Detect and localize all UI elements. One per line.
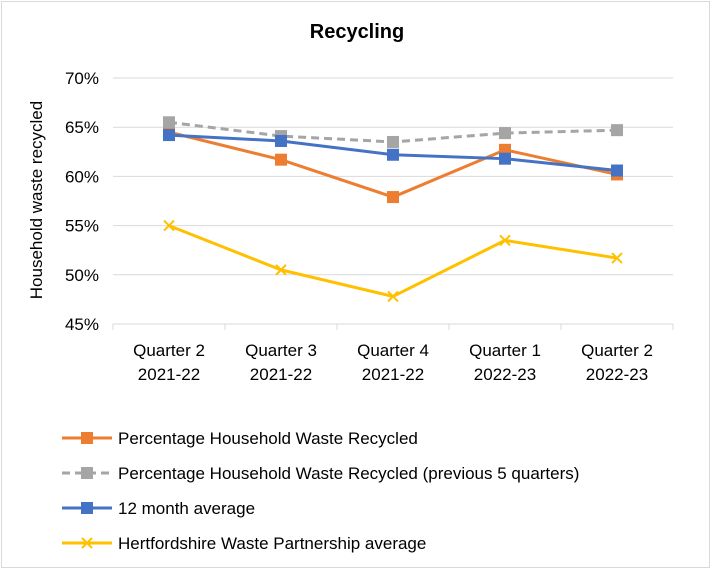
data-point	[275, 153, 287, 166]
data-point	[499, 152, 511, 165]
x-tick-label: Quarter 1	[469, 341, 541, 360]
legend-item: 12 month average	[62, 499, 255, 518]
series-layer	[163, 116, 623, 303]
legend: Percentage Household Waste Recycled Perce…	[62, 429, 579, 553]
y-tick-label: 45%	[65, 315, 99, 334]
x-tick-label: Quarter 3	[245, 341, 317, 360]
legend-label: Percentage Household Waste Recycled (pre…	[118, 464, 579, 483]
data-point	[163, 219, 175, 232]
x-axis-ticks: Quarter 2 2021-22 Quarter 3 2021-22 Quarter …	[133, 341, 653, 384]
series-3	[163, 129, 623, 177]
series-2	[163, 116, 623, 148]
data-point	[163, 129, 175, 142]
data-point	[163, 116, 175, 129]
y-tick-label: 70%	[65, 69, 99, 88]
data-point	[275, 264, 287, 276]
x-tick-label: Quarter 2	[133, 341, 205, 360]
legend-marker	[81, 502, 93, 514]
y-axis-label: Household waste recycled	[27, 101, 46, 299]
data-point	[387, 148, 399, 161]
gridlines	[112, 77, 674, 330]
data-point	[275, 134, 287, 147]
data-point	[611, 164, 623, 177]
data-point	[387, 135, 399, 148]
legend-label: Percentage Household Waste Recycled	[118, 429, 418, 448]
x-tick-label: 2022-23	[586, 365, 648, 384]
data-point	[499, 127, 511, 140]
x-tick-label: 2021-22	[362, 365, 424, 384]
legend-label: Hertfordshire Waste Partnership average	[118, 534, 426, 553]
chart-title: Recycling	[310, 21, 404, 43]
legend-label: 12 month average	[118, 499, 255, 518]
data-point	[499, 234, 511, 247]
y-tick-label: 65%	[65, 118, 99, 137]
legend-item: Percentage Household Waste Recycled (pre…	[62, 464, 579, 483]
legend-marker	[81, 537, 93, 549]
series-4	[163, 219, 623, 303]
x-tick-label: 2022-23	[474, 365, 536, 384]
x-tick-label: 2021-22	[138, 365, 200, 384]
x-tick-label: Quarter 4	[357, 341, 429, 360]
legend-marker	[81, 432, 93, 444]
x-tick-label: Quarter 2	[581, 341, 653, 360]
series-line	[168, 224, 618, 298]
data-point	[611, 124, 623, 137]
y-tick-label: 55%	[65, 217, 99, 236]
y-tick-label: 50%	[65, 266, 99, 285]
data-point	[387, 191, 399, 204]
legend-marker	[81, 467, 93, 479]
y-tick-label: 60%	[65, 167, 99, 186]
legend-item: Hertfordshire Waste Partnership average	[62, 534, 426, 553]
data-point	[387, 290, 399, 303]
x-tick-label: 2021-22	[250, 365, 312, 384]
data-point	[611, 252, 623, 264]
legend-item: Percentage Household Waste Recycled	[62, 429, 418, 448]
y-axis-ticks: 45% 50% 55% 60% 65% 70%	[65, 69, 99, 334]
